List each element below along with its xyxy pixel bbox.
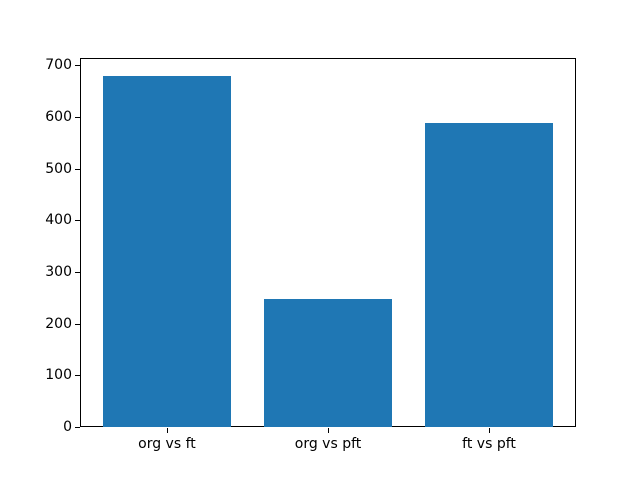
y-tick-mark xyxy=(75,168,80,170)
y-tick-mark xyxy=(75,271,80,273)
y-tick-label: 100 xyxy=(45,367,72,384)
y-tick-label: 0 xyxy=(63,419,72,435)
x-tick-label: ft vs pft xyxy=(462,436,516,452)
y-tick-mark xyxy=(75,323,80,325)
x-tick-mark xyxy=(489,428,491,433)
y-tick-label: 600 xyxy=(45,108,72,125)
y-tick-mark xyxy=(75,375,80,377)
y-tick-label: 500 xyxy=(45,160,72,177)
y-tick-label: 200 xyxy=(45,315,72,332)
y-tick-label: 300 xyxy=(45,263,72,280)
y-tick-mark xyxy=(75,65,80,67)
y-tick-mark xyxy=(75,427,80,428)
y-tick-label: 400 xyxy=(45,212,72,229)
x-tick-mark xyxy=(328,428,329,433)
bar-org-vs-ft xyxy=(102,75,232,427)
bar-ft-vs-pft xyxy=(424,123,554,427)
y-tick-mark xyxy=(75,116,80,118)
y-tick-mark xyxy=(75,220,80,222)
bar-org-vs-pft xyxy=(263,299,393,427)
x-tick-mark xyxy=(166,428,168,433)
x-tick-label: org vs ft xyxy=(138,436,196,452)
x-tick-label: org vs pft xyxy=(294,436,362,452)
y-tick-label: 700 xyxy=(45,57,72,74)
